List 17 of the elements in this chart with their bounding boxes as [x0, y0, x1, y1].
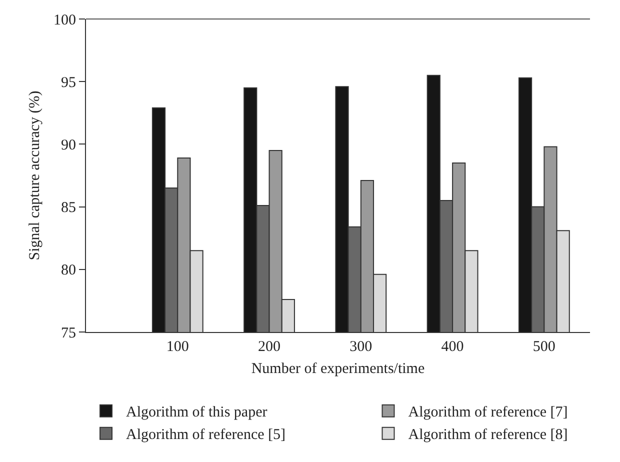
x-tick-label: 300	[350, 339, 372, 355]
x-tick-label: 200	[258, 339, 281, 355]
y-axis-title: Signal capture accuracy (%)	[26, 90, 43, 260]
x-tick-label: 500	[532, 339, 556, 355]
legend-label: Algorithm of this paper	[126, 404, 268, 421]
x-tick-label: 100	[166, 339, 189, 355]
y-tick-label: 95	[61, 74, 76, 91]
legend-label: Algorithm of reference [7]	[408, 404, 568, 421]
legend-label: Algorithm of reference [5]	[126, 427, 286, 444]
x-tick-label: 400	[441, 339, 464, 355]
y-tick-label: 80	[61, 262, 76, 279]
y-tick-label: 85	[61, 200, 76, 216]
x-axis-title: Number of experiments/time	[251, 361, 425, 377]
y-tick-label: 100	[54, 12, 76, 28]
legend-label: Algorithm of reference [8]	[408, 427, 568, 444]
y-tick-label: 90	[61, 137, 76, 154]
y-tick-label: 75	[61, 325, 76, 342]
